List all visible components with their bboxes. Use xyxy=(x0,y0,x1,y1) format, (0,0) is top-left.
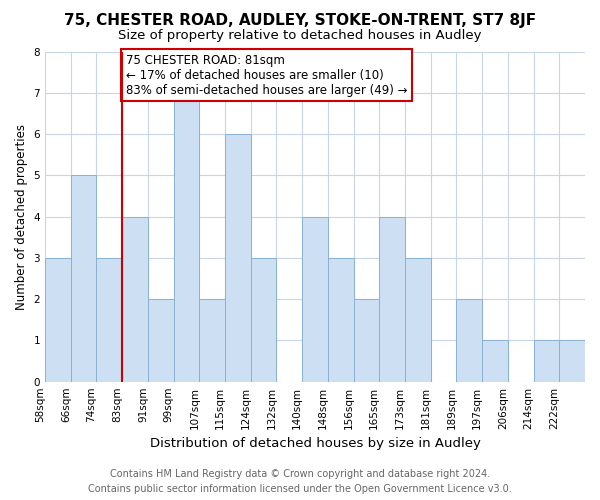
Bar xyxy=(379,216,405,382)
Bar xyxy=(482,340,508,382)
Text: Size of property relative to detached houses in Audley: Size of property relative to detached ho… xyxy=(118,28,482,42)
Bar xyxy=(225,134,251,382)
Text: Contains HM Land Registry data © Crown copyright and database right 2024.
Contai: Contains HM Land Registry data © Crown c… xyxy=(88,469,512,494)
Y-axis label: Number of detached properties: Number of detached properties xyxy=(15,124,28,310)
Bar xyxy=(148,299,173,382)
Bar xyxy=(199,299,225,382)
X-axis label: Distribution of detached houses by size in Audley: Distribution of detached houses by size … xyxy=(149,437,481,450)
Bar xyxy=(353,299,379,382)
Bar xyxy=(71,176,97,382)
Bar xyxy=(328,258,353,382)
Bar xyxy=(97,258,122,382)
Bar xyxy=(302,216,328,382)
Bar xyxy=(251,258,277,382)
Text: 75, CHESTER ROAD, AUDLEY, STOKE-ON-TRENT, ST7 8JF: 75, CHESTER ROAD, AUDLEY, STOKE-ON-TRENT… xyxy=(64,12,536,28)
Bar xyxy=(173,93,199,382)
Bar xyxy=(533,340,559,382)
Bar xyxy=(559,340,585,382)
Bar xyxy=(457,299,482,382)
Bar xyxy=(122,216,148,382)
Bar xyxy=(45,258,71,382)
Text: 75 CHESTER ROAD: 81sqm
← 17% of detached houses are smaller (10)
83% of semi-det: 75 CHESTER ROAD: 81sqm ← 17% of detached… xyxy=(126,54,407,96)
Bar xyxy=(405,258,431,382)
